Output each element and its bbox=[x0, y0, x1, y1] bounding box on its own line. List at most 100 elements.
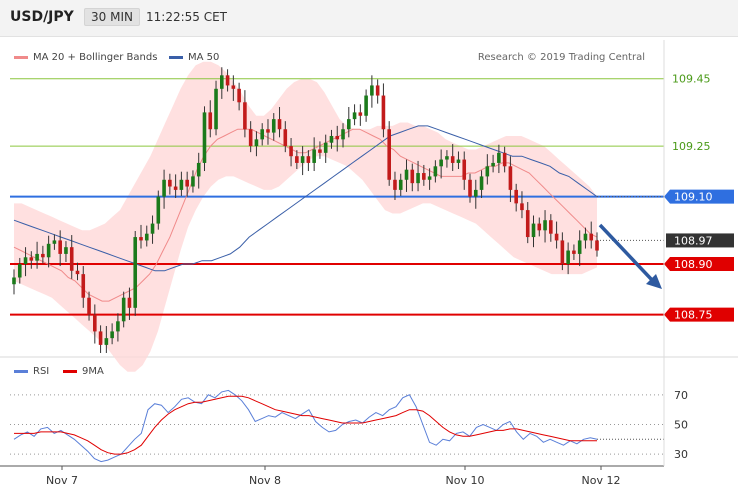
credit-text: Research © 2019 Trading Central bbox=[477, 52, 645, 63]
candle-body bbox=[468, 179, 472, 197]
candle-body bbox=[260, 129, 265, 140]
candle-body bbox=[208, 112, 213, 130]
level-tag-4 bbox=[664, 257, 734, 272]
candle-body bbox=[156, 196, 161, 224]
candle-body bbox=[375, 85, 380, 96]
candle-body bbox=[381, 95, 386, 130]
candle-body bbox=[554, 233, 559, 241]
legend-swatch-ma20 bbox=[14, 55, 28, 59]
candle-body bbox=[271, 119, 276, 133]
candle-body bbox=[29, 257, 34, 261]
rsi-tick-label: 30 bbox=[674, 448, 688, 461]
candle-body bbox=[462, 159, 467, 180]
legend-rsi: RSI bbox=[14, 366, 49, 377]
candle-body bbox=[491, 162, 495, 167]
candle-body bbox=[318, 149, 322, 153]
candle-body bbox=[508, 166, 513, 190]
current-price-tag: 108.97 bbox=[666, 233, 734, 248]
candle-body bbox=[566, 250, 570, 265]
candle-body bbox=[144, 233, 149, 241]
candle-body bbox=[179, 179, 184, 190]
candle-body bbox=[531, 223, 536, 238]
candle-body bbox=[58, 240, 62, 254]
candle-body bbox=[237, 88, 241, 103]
candle-body bbox=[335, 135, 340, 140]
candle-body bbox=[173, 186, 178, 190]
candle-body bbox=[266, 129, 270, 133]
candle-body bbox=[370, 85, 374, 96]
legend-bollinger: MA 20 + Bollinger Bands bbox=[14, 52, 157, 63]
candle-body bbox=[64, 247, 68, 254]
candle-body bbox=[520, 203, 524, 211]
current-price-tag-bg bbox=[666, 233, 734, 248]
candle-body bbox=[306, 156, 311, 163]
ma50-line bbox=[13, 125, 598, 272]
candle-body bbox=[329, 135, 334, 143]
candle-body bbox=[543, 220, 547, 231]
legend-label-ma50: MA 50 bbox=[188, 52, 220, 63]
candle-body bbox=[427, 176, 432, 180]
x-tick-label: Nov 7 bbox=[46, 474, 78, 487]
candle-body bbox=[433, 166, 438, 177]
candle-body bbox=[502, 152, 507, 167]
candle-body bbox=[121, 297, 126, 322]
candle-body bbox=[116, 321, 120, 332]
rsi-tick-label: 50 bbox=[674, 418, 688, 431]
legend-swatch-rsi bbox=[14, 369, 28, 373]
candle-body bbox=[549, 220, 553, 234]
candle-body bbox=[393, 179, 397, 190]
bollinger-band bbox=[14, 61, 597, 372]
level-label-4: 108.90 bbox=[674, 258, 713, 271]
candle-body bbox=[410, 169, 415, 184]
legend-swatch-ma50 bbox=[169, 55, 183, 59]
candle-body bbox=[35, 253, 39, 261]
rsi-tick-label: 70 bbox=[674, 389, 688, 402]
candle-body bbox=[387, 129, 391, 180]
candle-body bbox=[439, 159, 443, 167]
candle-body bbox=[497, 152, 501, 163]
level-label-5: 108.75 bbox=[674, 309, 713, 322]
candle-body bbox=[300, 156, 305, 163]
timestamp: 11:22:55 CET bbox=[146, 10, 227, 24]
candle-body bbox=[577, 240, 582, 254]
candle-body bbox=[150, 223, 155, 234]
timeframe-selector[interactable]: 30 MIN bbox=[84, 8, 140, 26]
candle-body bbox=[589, 233, 594, 241]
candle-body bbox=[341, 129, 345, 140]
candle-body bbox=[583, 233, 588, 241]
symbol-label[interactable]: USD/JPY bbox=[10, 9, 74, 25]
legend-label-rsi: RSI bbox=[33, 366, 50, 377]
candle-body bbox=[191, 176, 195, 187]
candle-body bbox=[572, 250, 576, 254]
candle-body bbox=[110, 331, 114, 339]
candle-body bbox=[277, 119, 282, 130]
legend-swatch-9ma bbox=[63, 369, 77, 373]
candle-body bbox=[41, 253, 45, 258]
ma20-line bbox=[13, 128, 598, 302]
x-tick-label: Nov 8 bbox=[249, 474, 281, 487]
current-price-label: 108.97 bbox=[674, 234, 713, 247]
candle-body bbox=[220, 75, 224, 89]
legend-9ma: 9MA bbox=[63, 366, 104, 377]
candle-body bbox=[162, 179, 166, 197]
candle-body bbox=[404, 169, 409, 180]
level-tag-5 bbox=[664, 307, 734, 322]
candle-body bbox=[595, 240, 599, 251]
forecast-arrow-shaft bbox=[598, 223, 654, 282]
level-label-0: 109.45 bbox=[672, 73, 711, 86]
candle-body bbox=[473, 189, 478, 197]
candle-body bbox=[168, 179, 172, 187]
candle-body bbox=[254, 139, 259, 147]
legend-ma50: MA 50 bbox=[169, 52, 219, 63]
legend-label-9ma: 9MA bbox=[82, 366, 104, 377]
candle-body bbox=[560, 240, 565, 265]
candle-body bbox=[139, 237, 143, 241]
candle-body bbox=[12, 277, 16, 285]
candle-body bbox=[202, 112, 207, 163]
candle-body bbox=[295, 156, 299, 163]
candle-body bbox=[525, 210, 530, 238]
candle-body bbox=[514, 189, 518, 204]
x-tick-label: Nov 12 bbox=[582, 474, 621, 487]
candle-body bbox=[93, 314, 97, 332]
